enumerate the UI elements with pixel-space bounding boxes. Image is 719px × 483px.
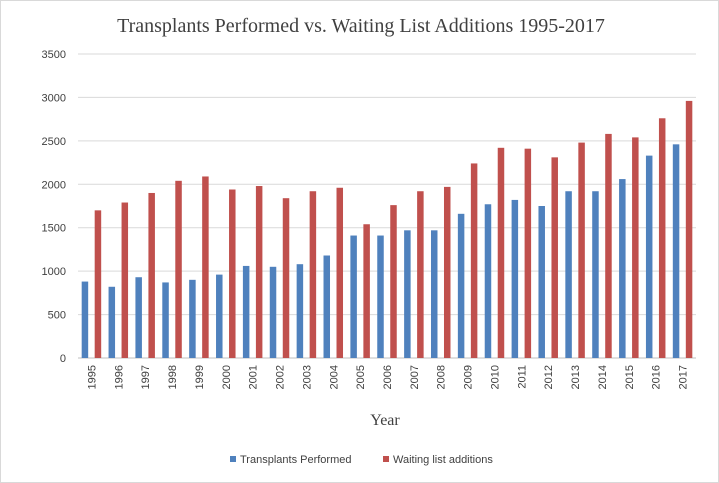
bar-transplants-performed (645, 155, 653, 358)
bar-waiting-list-additions (175, 180, 182, 358)
bar-waiting-list-additions (282, 198, 290, 358)
grid-layer (78, 53, 696, 359)
bar-transplants-performed (672, 144, 680, 358)
bar-transplants-performed (430, 230, 438, 358)
x-axis-title: Year (370, 412, 400, 429)
y-tick-label: 2500 (42, 136, 66, 148)
x-tick-label: 2005 (355, 365, 367, 389)
x-tick-label: 2011 (516, 365, 528, 389)
bar-transplants-performed (189, 279, 196, 358)
bar-transplants-performed (565, 191, 572, 358)
bar-transplants-performed (377, 235, 384, 358)
bar-waiting-list-additions (309, 191, 317, 358)
x-tick-label: 2000 (221, 365, 233, 389)
bar-transplants-performed (592, 191, 599, 358)
x-tick-label: 1996 (113, 365, 125, 389)
legend: Transplants Performed Waiting list additi… (230, 454, 493, 466)
bar-transplants-performed (81, 281, 89, 358)
bar-transplants-performed (108, 286, 116, 358)
bar-waiting-list-additions (255, 186, 263, 358)
x-tick-label: 2014 (597, 365, 609, 389)
y-axis-ticks: 0 500 1000 1500 2000 2500 3000 3500 (42, 49, 66, 365)
y-tick-label: 3500 (42, 49, 66, 61)
bar-transplants-performed (135, 277, 142, 358)
bar-waiting-list-additions (551, 157, 558, 358)
x-tick-label: 2003 (301, 365, 313, 389)
bar-transplants-performed (484, 204, 492, 358)
legend-swatch (383, 456, 389, 462)
x-tick-label: 2007 (409, 365, 421, 389)
bar-waiting-list-additions (202, 176, 209, 358)
chart-title: Transplants Performed vs. Waiting List A… (117, 15, 605, 37)
x-tick-label: 2010 (489, 365, 501, 389)
y-tick-label: 3000 (42, 92, 66, 104)
bar-transplants-performed (162, 282, 169, 358)
y-tick-label: 1500 (42, 223, 66, 235)
bar-waiting-list-additions (578, 142, 585, 358)
bar-transplants-performed (619, 179, 626, 358)
bar-transplants-performed (296, 264, 304, 358)
legend-swatch (230, 456, 236, 462)
bar-waiting-list-additions (336, 187, 344, 358)
bar-waiting-list-additions (121, 202, 129, 358)
bar-waiting-list-additions (417, 191, 424, 358)
x-tick-label: 1997 (140, 365, 152, 389)
x-tick-label: 1995 (86, 365, 98, 389)
x-tick-label: 2001 (248, 365, 260, 389)
x-tick-label: 1998 (167, 365, 179, 389)
bar-waiting-list-additions (148, 192, 155, 358)
bar-waiting-list-additions (229, 189, 236, 358)
bar-transplants-performed (404, 230, 411, 358)
bar-transplants-performed (511, 199, 519, 358)
bar-waiting-list-additions (632, 137, 639, 358)
x-tick-label: 2013 (570, 365, 582, 389)
bar-waiting-list-additions (524, 148, 532, 358)
y-tick-label: 0 (60, 353, 66, 365)
x-tick-label: 2004 (328, 365, 340, 389)
bars-layer (81, 100, 693, 358)
x-tick-label: 2009 (463, 365, 475, 389)
bar-waiting-list-additions (94, 210, 102, 358)
y-tick-label: 500 (48, 310, 66, 322)
x-axis-ticks: 1995 1996 1997 1998 1999 2000 2001 2002 2003 2004… (86, 365, 689, 389)
bar-transplants-performed (457, 213, 465, 358)
x-tick-label: 2015 (624, 365, 636, 389)
bar-transplants-performed (242, 265, 250, 358)
y-tick-label: 2000 (42, 179, 66, 191)
x-tick-label: 2017 (678, 365, 690, 389)
x-tick-label: 2016 (651, 365, 663, 389)
legend-label: Waiting list additions (393, 454, 493, 466)
bar-waiting-list-additions (443, 186, 451, 358)
bar-transplants-performed (323, 255, 331, 358)
x-tick-label: 2012 (543, 365, 555, 389)
bar-waiting-list-additions (605, 133, 612, 358)
bar-waiting-list-additions (470, 163, 478, 358)
bar-waiting-list-additions (497, 147, 505, 358)
bar-transplants-performed (350, 235, 357, 358)
y-tick-label: 1000 (42, 266, 66, 278)
x-tick-label: 2008 (436, 365, 448, 389)
bar-waiting-list-additions (685, 100, 693, 358)
bar-waiting-list-additions (390, 205, 397, 358)
bar-transplants-performed (538, 206, 545, 358)
x-tick-label: 2006 (382, 365, 394, 389)
x-tick-label: 1999 (194, 365, 206, 389)
x-tick-label: 2002 (275, 365, 287, 389)
bar-waiting-list-additions (363, 224, 370, 358)
bar-transplants-performed (269, 266, 277, 358)
bar-transplants-performed (216, 274, 223, 358)
legend-label: Transplants Performed (240, 454, 351, 466)
bar-waiting-list-additions (658, 118, 666, 358)
